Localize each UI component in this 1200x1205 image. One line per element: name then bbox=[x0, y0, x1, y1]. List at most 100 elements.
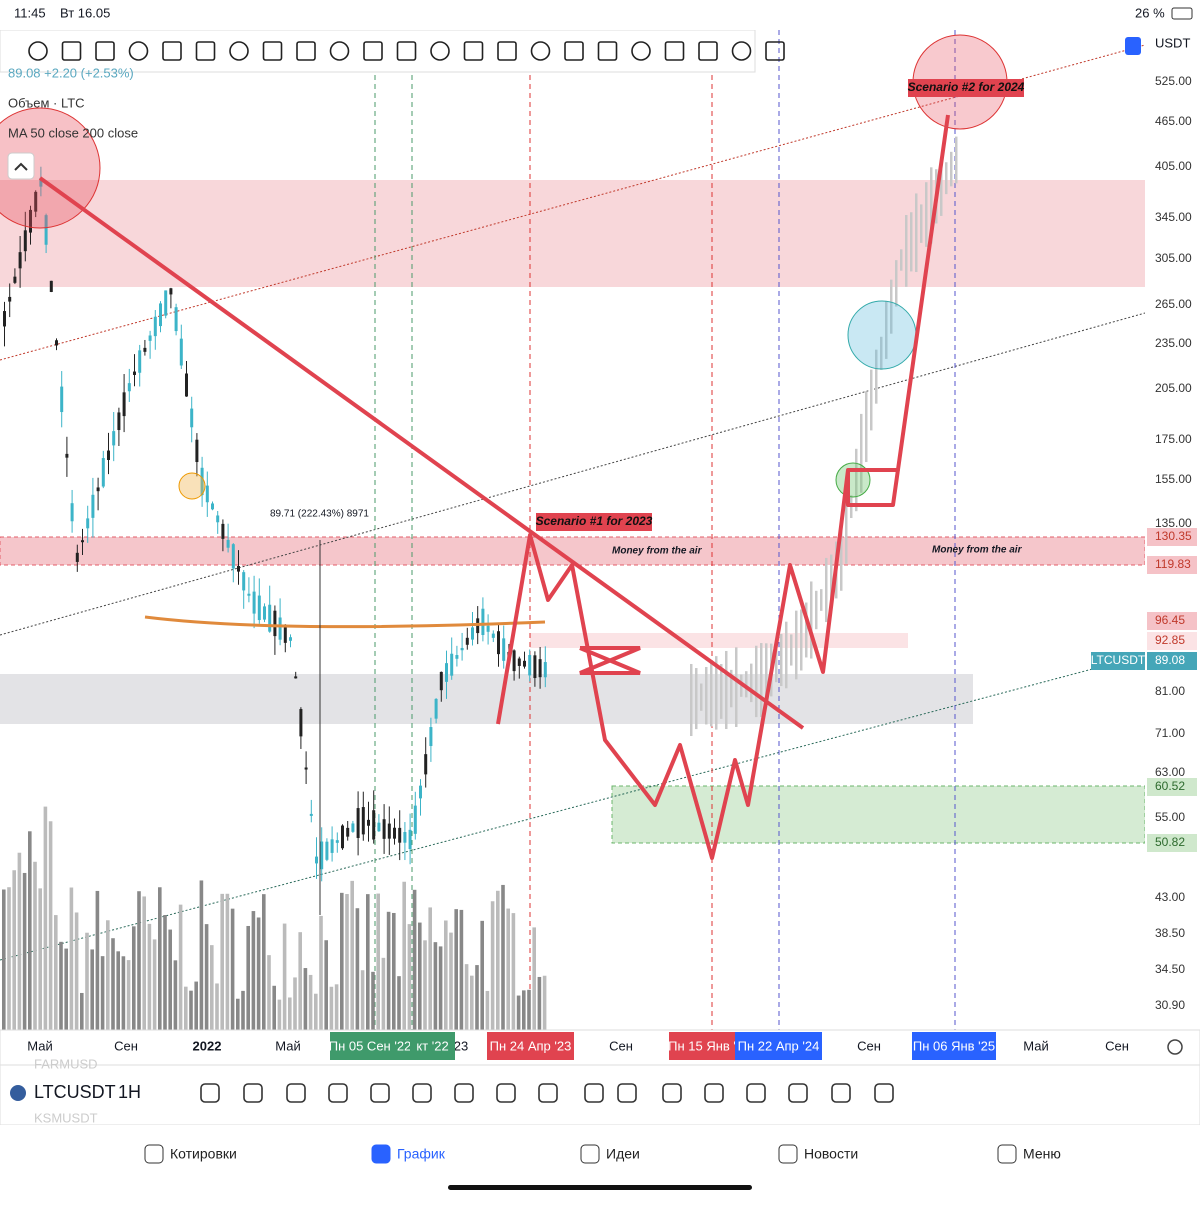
tool-icon[interactable] bbox=[363, 41, 383, 61]
tool-icon[interactable] bbox=[664, 41, 685, 61]
symbol[interactable]: LTCUSDT bbox=[34, 1082, 116, 1102]
tool-icon[interactable] bbox=[296, 41, 316, 61]
axis-settings[interactable] bbox=[1167, 1039, 1183, 1055]
tool-icon[interactable] bbox=[95, 41, 115, 61]
volume-bar bbox=[485, 990, 490, 1030]
tool-icon[interactable] bbox=[597, 41, 618, 61]
settings-button[interactable] bbox=[1125, 37, 1141, 55]
annotation: Money from the air bbox=[932, 545, 1023, 556]
tool-icon[interactable] bbox=[370, 1083, 390, 1103]
tool-icon[interactable] bbox=[454, 1083, 474, 1103]
projected-candle bbox=[875, 349, 878, 404]
volume-bar bbox=[85, 932, 89, 1030]
time-label: Сен bbox=[114, 1038, 138, 1053]
projected-candle bbox=[775, 647, 778, 683]
price-label: 38.50 bbox=[1155, 926, 1185, 940]
nav-label[interactable]: Идеи bbox=[606, 1146, 640, 1162]
nav-icon[interactable] bbox=[371, 1144, 391, 1164]
candle bbox=[434, 698, 438, 719]
annotation: Scenario #1 for 2023 bbox=[536, 514, 653, 528]
tool-icon[interactable] bbox=[329, 41, 350, 61]
nav-label[interactable]: Котировки bbox=[170, 1146, 237, 1162]
tool-icon[interactable] bbox=[538, 1083, 558, 1103]
volume-bar bbox=[407, 924, 412, 1030]
tool-icon[interactable] bbox=[496, 1083, 516, 1103]
nav-label[interactable]: Новости bbox=[804, 1146, 858, 1162]
tool-icon[interactable] bbox=[564, 41, 584, 61]
candle bbox=[112, 431, 116, 446]
candle bbox=[133, 371, 136, 375]
tool-icon[interactable] bbox=[162, 41, 182, 61]
projected-candle bbox=[795, 610, 798, 680]
nav-icon[interactable] bbox=[778, 1144, 798, 1164]
tool-icon[interactable] bbox=[631, 41, 651, 61]
tool-icon[interactable] bbox=[28, 41, 48, 61]
candle bbox=[382, 819, 386, 839]
volume-bar bbox=[293, 977, 297, 1030]
tool-icon[interactable] bbox=[530, 41, 551, 61]
nav-label[interactable]: Меню bbox=[1023, 1146, 1061, 1162]
candle bbox=[517, 658, 521, 666]
projected-candle bbox=[830, 554, 833, 606]
tool-icon[interactable] bbox=[430, 41, 450, 61]
volume-bar bbox=[236, 998, 240, 1030]
tool-icon[interactable] bbox=[731, 41, 752, 61]
volume-bar bbox=[168, 929, 172, 1030]
candle bbox=[55, 340, 58, 346]
tool-icon[interactable] bbox=[874, 1083, 894, 1103]
volume-bar bbox=[542, 975, 547, 1030]
tool-icon[interactable] bbox=[746, 1083, 766, 1103]
tool-icon[interactable] bbox=[698, 41, 718, 61]
volume-bar bbox=[506, 908, 510, 1030]
home-indicator bbox=[448, 1185, 752, 1190]
collapse-button[interactable] bbox=[7, 152, 35, 180]
candle bbox=[315, 856, 318, 864]
tool-icon[interactable] bbox=[243, 1083, 263, 1103]
legend-price: 89.08 +2.20 (+2.53%) bbox=[8, 65, 134, 80]
time-label: 2022 bbox=[193, 1038, 222, 1053]
price-label: 155.00 bbox=[1155, 472, 1192, 486]
candle bbox=[86, 518, 90, 529]
tool-icon[interactable] bbox=[262, 41, 283, 61]
time-badge-label: Пн 22 Апр '24 bbox=[738, 1038, 820, 1053]
nav-label[interactable]: График bbox=[397, 1146, 446, 1162]
time-badge bbox=[410, 1032, 455, 1060]
tool-icon[interactable] bbox=[328, 1083, 348, 1103]
bottom-tools bbox=[200, 1083, 894, 1103]
tool-icon[interactable] bbox=[128, 41, 149, 61]
price-label: 30.90 bbox=[1155, 998, 1185, 1012]
volume-bar bbox=[64, 948, 68, 1030]
tool-icon[interactable] bbox=[412, 1083, 432, 1103]
tool-icon[interactable] bbox=[497, 41, 517, 61]
tool-icon[interactable] bbox=[617, 1083, 637, 1103]
projected-candle bbox=[865, 391, 868, 463]
candle bbox=[185, 373, 188, 397]
tool-icon[interactable] bbox=[831, 1083, 851, 1103]
tool-icon[interactable] bbox=[396, 41, 417, 61]
tool-icon[interactable] bbox=[61, 41, 82, 61]
interval[interactable]: 1H bbox=[118, 1082, 141, 1102]
volume-bar bbox=[423, 940, 427, 1030]
tool-icon[interactable] bbox=[662, 1083, 682, 1103]
projected-candle bbox=[900, 249, 903, 271]
tool-icon[interactable] bbox=[286, 1083, 306, 1103]
candle bbox=[367, 819, 370, 826]
projected-candle bbox=[720, 664, 723, 719]
tool-icon[interactable] bbox=[200, 1083, 220, 1103]
nav-icon[interactable] bbox=[580, 1144, 600, 1164]
volume-bar bbox=[12, 870, 16, 1030]
tool-icon[interactable] bbox=[788, 1083, 808, 1103]
volume-bar bbox=[454, 909, 458, 1030]
nav-icon[interactable] bbox=[997, 1144, 1017, 1164]
tool-icon[interactable] bbox=[704, 1083, 724, 1103]
tool-icon[interactable] bbox=[195, 41, 216, 61]
volume-bar bbox=[350, 880, 354, 1030]
tool-icon[interactable] bbox=[584, 1083, 604, 1103]
tool-icon[interactable] bbox=[765, 41, 785, 61]
candle bbox=[387, 823, 391, 839]
tool-icon[interactable] bbox=[229, 41, 249, 61]
projected-candle bbox=[825, 557, 828, 623]
nav-icon[interactable] bbox=[144, 1144, 164, 1164]
candle bbox=[164, 290, 168, 316]
tool-icon[interactable] bbox=[463, 41, 484, 61]
